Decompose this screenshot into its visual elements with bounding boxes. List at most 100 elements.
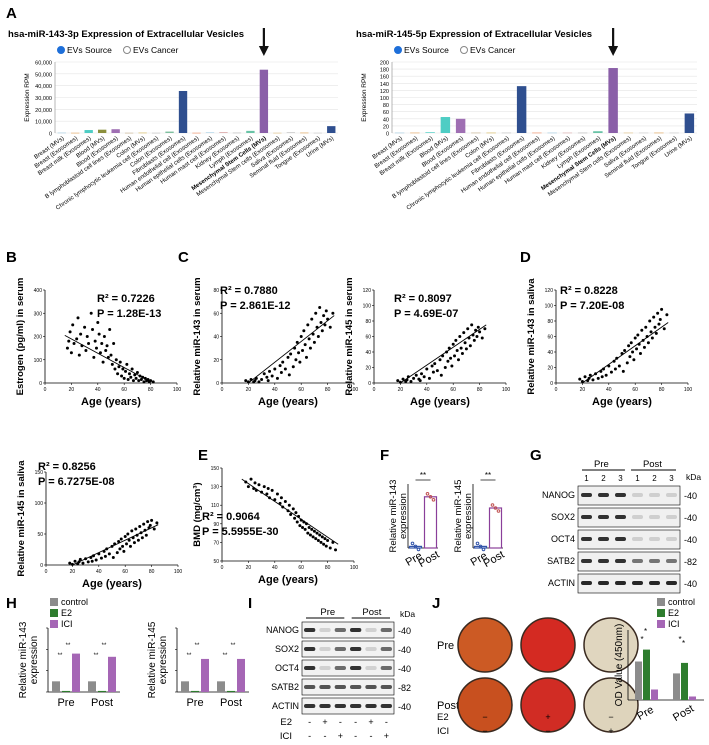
data-point	[96, 321, 100, 325]
data-point	[71, 323, 75, 327]
data-point	[287, 373, 291, 377]
x-tick-label: 80	[659, 387, 665, 393]
data-point	[79, 332, 83, 336]
y-axis-label: Relative miR-143 in serum	[192, 277, 203, 395]
y-tick-label: 60,000	[35, 61, 52, 67]
data-point	[401, 377, 405, 381]
y-tick-label: 50	[37, 532, 43, 538]
radio-label: EVs Cancer	[133, 45, 179, 55]
data-point	[316, 335, 320, 338]
x-tick-label: 60	[450, 387, 456, 393]
x-axis-label: Age (years)	[258, 574, 318, 586]
data-point	[323, 537, 327, 541]
data-point	[118, 547, 122, 551]
bar	[501, 132, 512, 134]
data-point	[431, 498, 436, 502]
data-point	[431, 370, 435, 374]
data-point	[628, 355, 632, 359]
data-point	[591, 378, 595, 382]
x-tick-label: 40	[272, 565, 278, 571]
panel-letter-A: A	[6, 5, 17, 22]
treatment-mark: -	[385, 717, 388, 727]
legend-label: ICI	[668, 619, 680, 629]
sig-mark: **	[195, 643, 200, 649]
protein-label: OCT4	[275, 663, 299, 673]
data-point	[654, 331, 658, 335]
group-label: Pre	[594, 459, 609, 470]
legend-swatch	[657, 620, 665, 628]
y-tick-label: 80	[365, 319, 371, 325]
treatment-label: E2	[437, 712, 449, 723]
x-tick-label: 100	[502, 387, 511, 393]
sig-mark: **	[485, 471, 491, 480]
data-point	[120, 374, 124, 378]
data-point	[596, 376, 600, 380]
data-point	[609, 370, 613, 374]
x-tick-label: 0	[373, 387, 376, 393]
data-point	[121, 367, 125, 371]
blot-band	[334, 666, 346, 670]
data-point	[623, 348, 627, 352]
data-point	[306, 323, 310, 327]
data-point	[319, 321, 323, 325]
data-point	[265, 375, 269, 379]
blot-band	[304, 647, 316, 651]
chart-title: hsa-miR-143-3p Expression of Extracellul…	[8, 29, 244, 40]
legend-label: control	[61, 597, 88, 607]
y-axis-label: Relative miR-143 in saliva	[526, 278, 537, 395]
blot-strip	[301, 621, 395, 639]
treatment-label: E2	[280, 717, 292, 728]
bar	[232, 132, 242, 134]
sig-mark: **	[94, 653, 99, 659]
row-label: Pre	[437, 640, 454, 652]
data-point	[324, 309, 328, 313]
y-tick-label: 120	[545, 288, 554, 294]
data-point	[644, 325, 648, 329]
blot-band	[319, 628, 331, 632]
blot-band	[319, 666, 331, 670]
blot-band	[319, 704, 331, 708]
data-point	[102, 335, 106, 338]
data-point	[72, 341, 76, 345]
group-label: Post	[643, 459, 662, 470]
data-point	[635, 347, 639, 351]
blot-strip	[301, 640, 395, 658]
data-point	[636, 333, 640, 337]
y-tick-label: 80	[383, 103, 389, 109]
data-point	[656, 311, 660, 315]
blot-strip	[577, 551, 681, 572]
data-point	[449, 356, 453, 360]
data-point	[578, 377, 582, 381]
blot-band	[615, 537, 626, 541]
x-tick-label: 100	[174, 569, 183, 575]
y-tick-label: 60	[213, 311, 219, 317]
data-point	[458, 335, 462, 338]
y-tick-label: 40,000	[35, 84, 52, 90]
x-tick-label: Pre	[57, 697, 74, 709]
blot-band	[615, 581, 626, 585]
y-tick-label: 60	[365, 335, 371, 341]
data-point	[295, 340, 299, 344]
data-point	[420, 372, 424, 376]
bar	[217, 681, 225, 692]
data-point	[152, 527, 156, 531]
x-tick-label: Post	[220, 697, 242, 709]
kda-label: -82	[684, 557, 697, 567]
blot-band	[615, 515, 626, 519]
data-point	[114, 358, 118, 362]
radio-label: EVs Cancer	[470, 45, 516, 55]
r-squared: R² = 0.8097	[394, 293, 452, 305]
sig-mark: **	[102, 643, 107, 649]
data-point	[291, 507, 295, 511]
data-point	[121, 544, 125, 548]
data-point	[112, 341, 116, 345]
data-point	[67, 339, 71, 343]
data-point	[87, 341, 91, 345]
data-point	[131, 379, 135, 383]
data-point	[294, 511, 298, 515]
y-tick-label: 0	[49, 132, 52, 138]
x-tick-label: 60	[632, 387, 638, 393]
x-tick-label: 20	[398, 387, 404, 393]
y-tick-label: 100	[35, 501, 44, 507]
bar	[219, 132, 228, 133]
